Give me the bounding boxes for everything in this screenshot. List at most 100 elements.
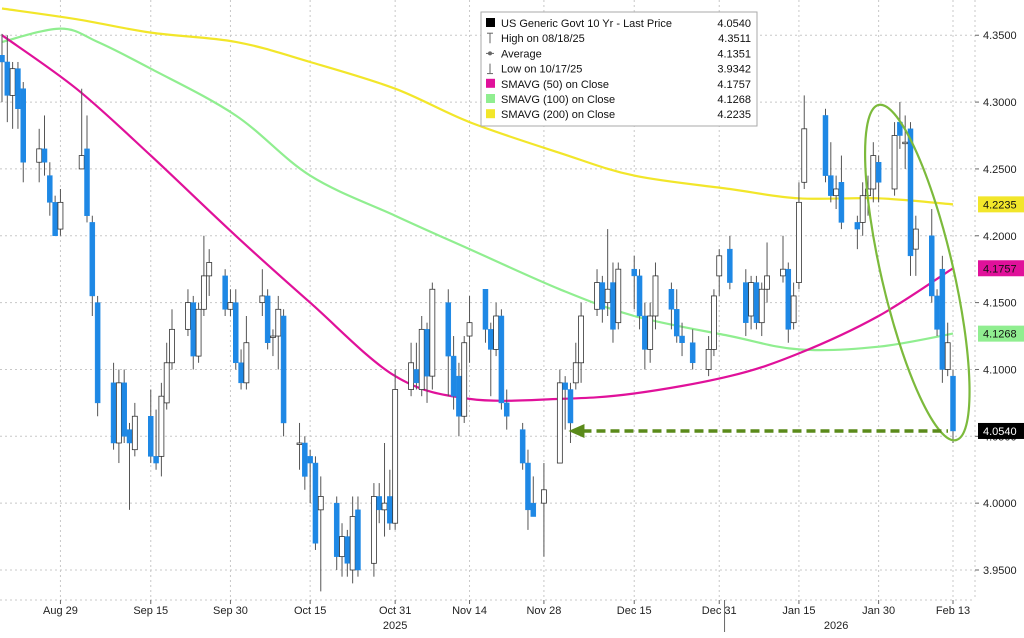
candle — [456, 362, 462, 437]
candle — [47, 162, 53, 216]
candle-body-up — [604, 288, 611, 304]
candle-body-down — [387, 496, 393, 524]
average-marker-icon — [486, 51, 494, 56]
candle — [652, 262, 659, 330]
candle-body-up — [790, 295, 797, 324]
candle-body-up — [833, 188, 840, 197]
candle — [934, 289, 940, 337]
candle — [296, 422, 303, 470]
candle-body-up — [541, 489, 547, 504]
candle — [748, 275, 755, 330]
value-tag-text: 4.2235 — [983, 199, 1017, 211]
candle-body-down — [822, 115, 829, 176]
y-tick-label: 4.0000 — [983, 498, 1017, 510]
candle — [482, 289, 489, 343]
candle — [20, 82, 27, 183]
candle — [227, 289, 234, 316]
x-tick-label: Oct 15 — [294, 605, 326, 617]
candle — [148, 389, 154, 464]
year-label: 2026 — [824, 620, 848, 632]
sma-100-line — [1, 27, 954, 352]
candle — [312, 456, 319, 550]
candle-body-down — [424, 329, 430, 377]
candle-body-up — [572, 362, 579, 384]
candle-body-up — [705, 349, 712, 370]
candle — [833, 175, 840, 210]
candle — [121, 369, 127, 443]
candle — [679, 322, 685, 357]
candle — [185, 289, 191, 337]
y-tick-label: 4.2500 — [983, 164, 1017, 176]
x-tick-label: Nov 14 — [452, 605, 487, 617]
candle-body-up — [461, 342, 468, 417]
candle — [233, 289, 239, 370]
candle-body-up — [195, 308, 202, 357]
candle — [562, 376, 568, 430]
candle — [631, 255, 637, 310]
candle — [594, 269, 600, 316]
candle — [36, 128, 43, 183]
grid-lines — [0, 0, 976, 601]
legend-value: 4.3511 — [718, 33, 751, 45]
candle-body-up — [275, 308, 282, 337]
y-axis: 4.3500 4.3000 4.2500 4.2000 4.1500 4.1000 4.05… — [975, 30, 1017, 577]
candle — [790, 282, 797, 330]
value-tag-box — [978, 325, 1024, 342]
candle — [52, 195, 58, 237]
x-tick-label: Oct 31 — [379, 605, 411, 617]
year-label: 2025 — [383, 620, 407, 632]
candle — [705, 336, 712, 377]
candle-body-down — [264, 295, 271, 343]
legend-value: 4.1268 — [717, 94, 751, 106]
candle — [349, 496, 356, 584]
candle-body-down — [450, 355, 457, 397]
candle-body-up — [270, 335, 276, 338]
candle-body-down — [312, 462, 319, 544]
candle — [461, 336, 468, 423]
candle-body-up — [163, 362, 170, 404]
moving-average-lines — [1, 7, 954, 402]
candle-body-down — [673, 309, 680, 337]
candle-body-up — [206, 262, 213, 277]
candle — [599, 275, 606, 323]
candle-body-up — [748, 282, 755, 317]
candle — [668, 282, 675, 330]
candle-body-down — [668, 289, 675, 310]
candle-body-down — [0, 55, 5, 63]
candle-body-down — [84, 148, 90, 216]
candle-body-up — [716, 255, 723, 277]
x-tick-label: Dec 15 — [617, 605, 652, 617]
candle — [610, 262, 616, 343]
candle-body-down — [530, 502, 537, 517]
candle-body-up — [349, 516, 356, 571]
legend-value: 4.1351 — [717, 48, 751, 60]
candle — [636, 269, 643, 330]
candle — [578, 302, 585, 383]
low-marker-icon — [487, 63, 493, 75]
candle — [519, 422, 526, 470]
candle-body-down — [222, 275, 228, 310]
candle — [280, 309, 287, 437]
candle — [525, 449, 531, 530]
candle-body-up — [115, 382, 122, 444]
candle — [642, 302, 648, 370]
candle-body-up — [392, 389, 399, 524]
candle — [780, 235, 786, 283]
y-tick-label: 4.3000 — [983, 97, 1017, 109]
candle — [333, 496, 340, 570]
candle-body-down — [642, 315, 648, 350]
candle — [131, 402, 138, 457]
candle — [673, 289, 680, 343]
legend-swatch — [486, 78, 495, 88]
candle-body-up — [859, 195, 866, 223]
candle-body-up — [578, 315, 585, 364]
candle-body-up — [200, 275, 207, 310]
candle — [302, 436, 308, 490]
candle — [94, 295, 101, 417]
candle-body-up — [912, 228, 919, 250]
candle — [9, 61, 16, 129]
candle-body-down — [828, 175, 834, 196]
candle-body-down — [854, 222, 861, 230]
candle-body-down — [567, 389, 574, 424]
